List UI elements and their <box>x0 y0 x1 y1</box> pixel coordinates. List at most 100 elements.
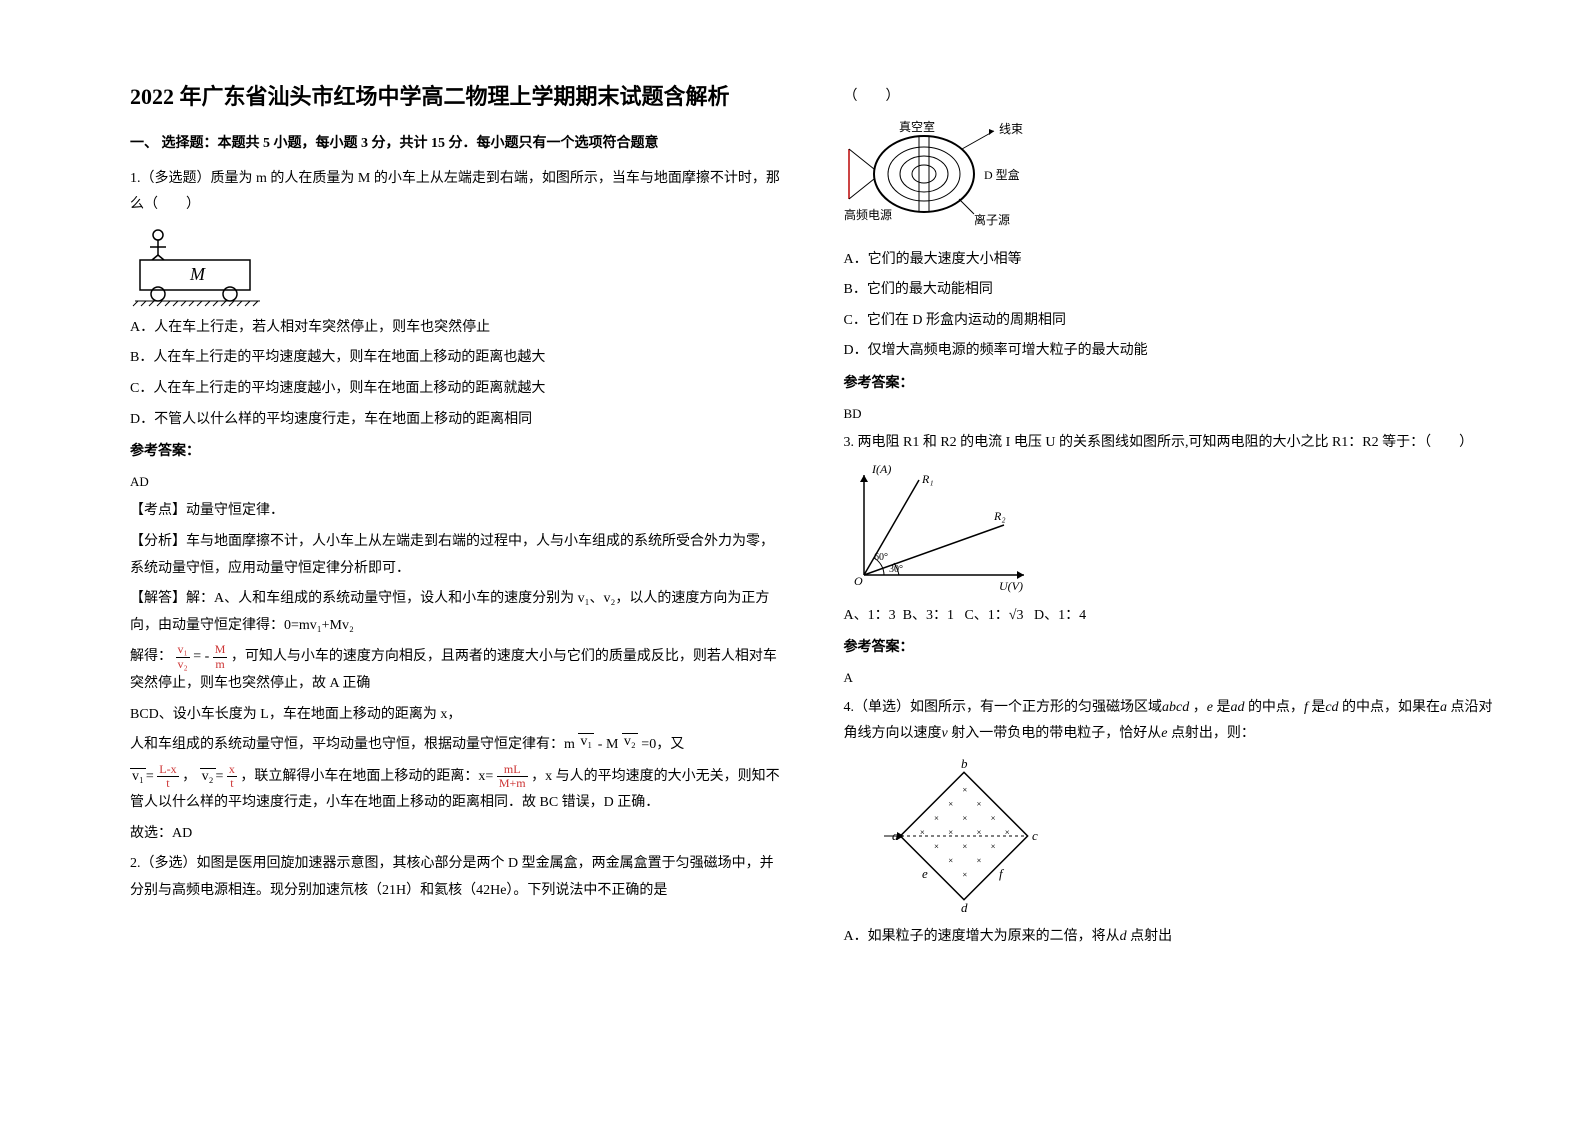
fraction-Lx-t: L-xt <box>157 763 178 790</box>
q4a-txt: A．如果粒子的速度增大为原来的二倍，将从 <box>844 929 1120 944</box>
q3-options: A、1：3 B、3：1 C、1：√3 D、1：4 <box>844 603 1498 630</box>
left-column: 2022 年广东省汕头市红场中学高二物理上学期期末试题含解析 一、 选择题：本题… <box>100 80 814 1082</box>
q1-exp-6: 人和车组成的系统动量守恒，平均动量也守恒，根据动量守恒定律有：m v₁ - M … <box>130 732 784 759</box>
answer-label-3: 参考答案： <box>844 635 1498 662</box>
fraction-x-t: xt <box>227 763 237 790</box>
label-power: 高频电源 <box>844 207 892 222</box>
q1-answer: AD <box>130 470 784 495</box>
q1-exp-7: v₁= L-xt ， v₂= xt ，联立解得小车在地面上移动的距离：x= mL… <box>130 763 784 817</box>
q4a-d: d <box>1120 929 1127 944</box>
fraction-Mm: Mm <box>213 643 228 670</box>
svg-text:c: c <box>1032 828 1038 843</box>
q3-stem: 3. 两电阻 R1 和 R2 的电流 I 电压 U 的关系图线如图所示,可知两电… <box>844 430 1498 457</box>
svg-text:+: + <box>944 827 956 839</box>
svg-text:+: + <box>958 841 970 853</box>
q1-exp-8: 故选：AD <box>130 821 784 848</box>
q1-exp-6c: =0，又 <box>641 737 684 752</box>
section-header: 一、 选择题：本题共 5 小题，每小题 3 分，共计 15 分．每小题只有一个选… <box>130 131 784 158</box>
q1-exp-6a: 人和车组成的系统动量守恒，平均动量也守恒，根据动量守恒定律有：m <box>130 737 575 752</box>
svg-text:+: + <box>1000 827 1012 839</box>
svg-text:f: f <box>999 866 1005 881</box>
q2-paren: （ ） <box>844 84 1498 111</box>
cart-diagram: M <box>130 227 270 307</box>
q4-txt4: 的中点， <box>1244 700 1304 715</box>
answer-label: 参考答案： <box>130 439 784 466</box>
q2-option-a: A．它们的最大速度大小相等 <box>844 247 1498 274</box>
q1-exp-3: 【解答】解：A、人和车组成的系统动量守恒，设人和小车的速度分别为 v₁、v₂，以… <box>130 586 784 639</box>
cyclotron-diagram: 真空室 线束 高频电源 D 型盒 离子源 <box>844 119 1074 239</box>
svg-text:R₁: R₁ <box>921 472 934 486</box>
q4-a: a <box>1440 700 1447 715</box>
svg-text:+: + <box>958 869 970 881</box>
label-dbox: D 型盒 <box>984 167 1020 182</box>
q4-ad: ad <box>1230 700 1244 715</box>
v1-bar: v₁ <box>578 733 594 749</box>
q4-txt6: 的中点，如果在 <box>1339 700 1441 715</box>
v2-bar2: v₂ <box>200 768 216 784</box>
svg-text:60°: 60° <box>874 552 888 563</box>
q1-exp-4: 解得： v₁v₂ = - Mm ，可知人与小车的速度方向相反，且两者的速度大小与… <box>130 643 784 697</box>
q1-exp-7b: ，联立解得小车在地面上移动的距离：x= <box>240 769 493 784</box>
q2-option-c: C．它们在 D 形盒内运动的周期相同 <box>844 308 1498 335</box>
q1-exp-7a: ， <box>182 769 200 784</box>
q1-stem: 1.（多选题）质量为 m 的人在质量为 M 的小车上从左端走到右端，如图所示，当… <box>130 166 784 219</box>
svg-text:+: + <box>915 827 927 839</box>
svg-text:+: + <box>972 827 984 839</box>
q1-exp-5: BCD、设小车长度为 L，车在地面上移动的距离为 x， <box>130 702 784 729</box>
right-column: （ ） 真空室 线束 高频电源 D 型盒 离子源 A．它们的最大速度大小相等 B… <box>814 80 1528 1082</box>
answer-label-2: 参考答案： <box>844 371 1498 398</box>
label-beam: 线束 <box>999 122 1023 136</box>
svg-text:+: + <box>944 855 956 867</box>
svg-text:+: + <box>930 813 942 825</box>
q2-option-b: B．它们的最大动能相同 <box>844 277 1498 304</box>
svg-text:+: + <box>972 855 984 867</box>
q2-answer: BD <box>844 402 1498 427</box>
square-field-diagram: ++++ ++++ ++++ ++++ a b c d e f <box>884 756 1044 916</box>
svg-text:+: + <box>958 813 970 825</box>
svg-text:I(A): I(A) <box>871 465 891 476</box>
q4-txt2: ， <box>1189 700 1207 715</box>
q1-exp-2: 【分析】车与地面摩擦不计，人小车上从左端走到右端的过程中，人与小车组成的系统所受… <box>130 529 784 582</box>
q4-stem: 4.（单选）如图所示，有一个正方形的匀强磁场区域abcd ，e 是ad 的中点，… <box>844 695 1498 748</box>
q1-option-a: A．人在车上行走，若人相对车突然停止，则车也突然停止 <box>130 315 784 342</box>
fraction-mL: mLM+m <box>497 763 528 790</box>
iv-graph: I(A) U(V) R₁ R₂ 60° 30° O <box>844 465 1044 595</box>
q4-txt9: 点射出，则： <box>1167 726 1255 741</box>
fraction-v1v2: v₁v₂ <box>176 643 190 670</box>
q3-answer: A <box>844 666 1498 691</box>
q1-exp-1: 【考点】动量守恒定律． <box>130 498 784 525</box>
q1-option-b: B．人在车上行走的平均速度越大，则车在地面上移动的距离也越大 <box>130 345 784 372</box>
svg-text:30°: 30° <box>889 564 903 575</box>
q1-exp-6b: - M <box>598 737 619 752</box>
svg-text:O: O <box>854 574 863 588</box>
label-vacuum: 真空室 <box>899 119 935 134</box>
page-title: 2022 年广东省汕头市红场中学高二物理上学期期末试题含解析 <box>130 80 784 113</box>
q4-txt: 4.（单选）如图所示，有一个正方形的匀强磁场区域 <box>844 700 1163 715</box>
q1-exp-4a: 解得： <box>130 649 172 664</box>
v1-bar2: v₁ <box>130 768 146 784</box>
q2-stem: 2.（多选）如图是医用回旋加速器示意图，其核心部分是两个 D 型金属盒，两金属盒… <box>130 851 784 904</box>
svg-text:b: b <box>961 756 968 771</box>
q4-cd: cd <box>1325 700 1338 715</box>
v2-bar: v₂ <box>622 733 638 749</box>
q1-option-c: C．人在车上行走的平均速度越小，则车在地面上移动的距离就越大 <box>130 376 784 403</box>
q4-txt3: 是 <box>1213 700 1231 715</box>
q1-exp-4b: ，可知人与小车的速度方向相反，且两者的速度大小与它们的质量成反比，则若人相对车突… <box>130 649 777 691</box>
q4-abcd: abcd <box>1162 700 1189 715</box>
svg-text:M: M <box>189 264 206 284</box>
svg-text:+: + <box>972 798 984 810</box>
q2-option-d: D．仅增大高频电源的频率可增大粒子的最大动能 <box>844 338 1498 365</box>
svg-text:+: + <box>944 798 956 810</box>
svg-text:+: + <box>986 841 998 853</box>
label-ion: 离子源 <box>974 212 1010 227</box>
q4a-txt2: 点射出 <box>1127 929 1173 944</box>
q4-txt8: 射入一带负电的带电粒子，恰好从 <box>948 726 1162 741</box>
svg-text:d: d <box>961 900 968 915</box>
q4-txt5: 是 <box>1308 700 1326 715</box>
svg-text:+: + <box>958 784 970 796</box>
svg-text:a: a <box>892 828 899 843</box>
q1-option-d: D．不管人以什么样的平均速度行走，车在地面上移动的距离相同 <box>130 407 784 434</box>
svg-text:U(V): U(V) <box>999 579 1023 593</box>
svg-text:+: + <box>930 841 942 853</box>
q4-option-a: A．如果粒子的速度增大为原来的二倍，将从d 点射出 <box>844 924 1498 951</box>
